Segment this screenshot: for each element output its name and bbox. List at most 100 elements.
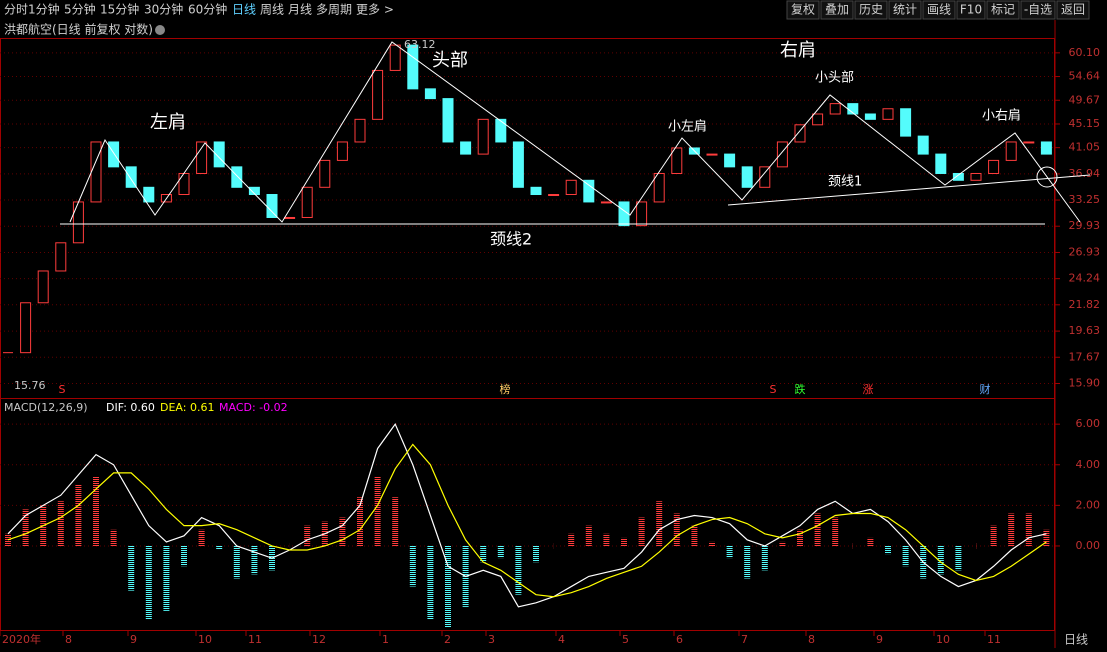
period-tab[interactable]: 更多 >	[356, 3, 394, 17]
period-tab[interactable]: 60分钟	[188, 2, 227, 17]
y-tick-label: 19.63	[1069, 324, 1101, 337]
x-tick-label: 4	[558, 633, 565, 646]
neckline-1	[727, 174, 1091, 206]
toolbar: 分时 1分钟 5分钟 15分钟 30分钟 60分钟 日线 周线 月线 多周期 更多 > 复权 叠加 历史统…	[4, 0, 1090, 20]
toolbar-button[interactable]	[986, 0, 1020, 20]
candle	[336, 141, 348, 161]
toolbar-button[interactable]	[888, 0, 922, 20]
y-tick-label: 4.00	[1076, 458, 1101, 471]
event-marker[interactable]: 榜	[500, 382, 511, 396]
y-tick-label: 2.00	[1076, 498, 1101, 511]
period-label[interactable]: 日线	[1064, 633, 1088, 647]
x-tick-label: 9	[876, 633, 883, 646]
toolbar-button-label[interactable]: -自选	[1024, 3, 1052, 17]
macd-legend: DEA: 0.61	[160, 401, 214, 414]
toolbar-button-label[interactable]: 画线	[927, 3, 951, 17]
y-tick-label: 49.67	[1069, 93, 1101, 106]
y-tick-label: 36.94	[1069, 167, 1101, 180]
period-tab[interactable]: 30分钟	[144, 2, 183, 17]
candle	[319, 159, 331, 188]
candle	[196, 141, 208, 174]
toolbar-button[interactable]	[1056, 0, 1090, 20]
candle	[812, 113, 824, 126]
annotations: 左肩 头部 右肩 小左肩 小头部 小右肩 颈线1 颈线2 63.12 15.76	[14, 38, 1021, 392]
candle	[266, 194, 278, 218]
period-tab[interactable]: 周线	[260, 3, 284, 17]
x-tick-label: 10	[198, 633, 212, 646]
candle	[600, 201, 612, 204]
candle	[72, 201, 84, 244]
y-tick-label: 54.64	[1069, 70, 1101, 83]
toolbar-button[interactable]	[956, 0, 986, 20]
annotation: 右肩	[780, 40, 816, 61]
candle	[565, 179, 577, 196]
toolbar-button-label[interactable]: 标记	[991, 3, 1015, 17]
candle	[776, 141, 788, 168]
candle	[636, 201, 648, 227]
toolbar-button[interactable]	[922, 0, 956, 20]
period-tab[interactable]: 15分钟	[100, 2, 139, 17]
candle	[301, 186, 313, 218]
event-marker[interactable]: S	[770, 383, 777, 396]
candle	[477, 118, 489, 155]
y-tick-label: 60.10	[1069, 46, 1101, 59]
candle	[759, 166, 771, 188]
annotation: 小左肩	[668, 119, 707, 135]
candle	[424, 88, 436, 100]
period-tab[interactable]: 5分钟	[64, 2, 96, 17]
annotation: 颈线1	[828, 175, 862, 190]
candle	[512, 141, 524, 188]
toolbar-button-label[interactable]: F10	[960, 3, 982, 17]
candle	[108, 141, 120, 168]
period-tab[interactable]: 分时	[4, 3, 28, 17]
event-marker[interactable]: 涨	[863, 383, 874, 396]
x-tick-label: 2020年	[2, 632, 41, 646]
period-tab[interactable]: 日线	[232, 3, 256, 17]
period-tab[interactable]: 月线	[288, 3, 312, 17]
toolbar-button-label[interactable]: 复权	[791, 3, 815, 17]
annotation: 小右肩	[982, 108, 1021, 124]
dropdown-icon[interactable]	[155, 25, 165, 35]
toolbar-button-label[interactable]: 返回	[1061, 3, 1085, 17]
candle	[988, 159, 1000, 174]
candle	[548, 194, 560, 197]
candle	[495, 118, 507, 143]
x-tick-label: 8	[65, 633, 72, 646]
candle	[248, 186, 260, 196]
annotation: 小头部	[815, 71, 854, 86]
event-marker[interactable]: 跌	[795, 382, 806, 396]
annotation: 左肩	[150, 112, 186, 133]
toolbar-button[interactable]	[1020, 0, 1056, 20]
candle	[442, 98, 454, 143]
y-tick-label: 6.00	[1076, 417, 1101, 430]
x-tick-label: 11	[987, 633, 1001, 646]
candle	[407, 44, 419, 90]
candle	[864, 113, 876, 120]
toolbar-button[interactable]	[854, 0, 888, 20]
candle	[970, 172, 982, 181]
x-tick-label: 5	[622, 633, 629, 646]
event-marker[interactable]: 财	[980, 382, 991, 396]
macd-legend: DIF: 0.60	[106, 401, 155, 414]
candle	[55, 242, 67, 272]
toolbar-button-label[interactable]: 统计	[893, 3, 917, 17]
candle	[125, 166, 137, 188]
toolbar-button[interactable]	[786, 0, 820, 20]
toolbar-button-label[interactable]: 叠加	[825, 3, 849, 17]
toolbar-button[interactable]	[820, 0, 854, 20]
candle	[1023, 141, 1035, 144]
zigzag	[69, 41, 1081, 223]
candle	[37, 270, 49, 304]
candle	[90, 141, 102, 203]
candle	[653, 172, 665, 203]
candle	[671, 147, 683, 174]
period-tab[interactable]: 1分钟	[28, 2, 60, 17]
toolbar-button-label[interactable]: 历史	[859, 3, 883, 17]
plot: 60.10 54.64 49.67 45.15 41.05 36.94 33.25 29.93…	[0, 44, 1101, 646]
x-tick-label: 2	[444, 633, 451, 646]
event-marker[interactable]: S	[59, 383, 66, 396]
period-tab[interactable]: 多周期	[316, 3, 352, 17]
high-label: 63.12	[404, 38, 436, 51]
macd-legend: MACD: -0.02	[219, 401, 288, 414]
